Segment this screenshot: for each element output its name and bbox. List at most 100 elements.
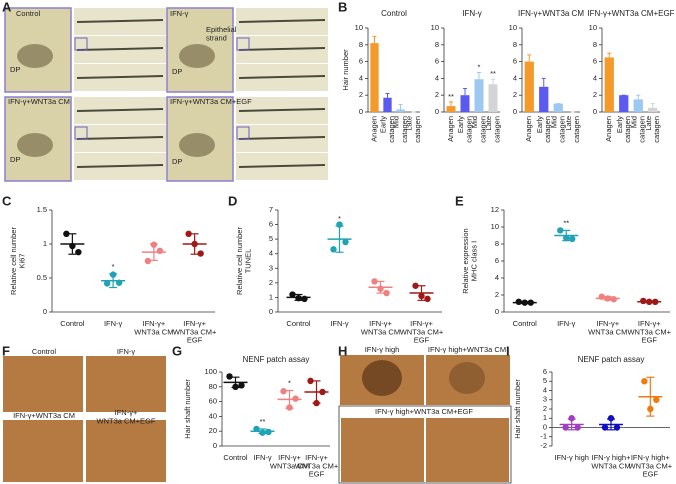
x-tick-label: Earlycatagen [535,116,552,143]
y-tick-label: 6 [513,57,517,66]
y-tick-label: 8 [495,239,499,248]
chart-title: IFN-γ+WNT3a CM [518,9,584,18]
y-tick-label: 8 [513,40,517,49]
data-point [652,298,659,305]
data-point [292,395,299,402]
x-tick-label: Midcatagen [549,116,566,143]
x-tick-label: IFN-γ [557,319,576,328]
micrograph [3,356,83,412]
micrograph [341,418,424,482]
bar [648,107,658,112]
panel-letter: F [2,343,10,358]
x-tick-label: Anagen [524,116,533,142]
y-tick-label: 8 [593,40,597,49]
y-tick-label: 0 [213,441,217,450]
hair-bulb [17,133,53,157]
y-tick-label: 2 [435,90,439,99]
panel-letter: E [455,193,464,208]
panel-letter: H [338,343,347,358]
y-tick-label: 6 [435,57,439,66]
significance: * [112,262,115,271]
inset-box [74,126,88,140]
x-tick-label: IFN-γ+ WNT3a CM [361,319,400,336]
data-point [286,404,293,411]
y-tick-label: 1 [543,413,547,422]
bar [396,109,405,112]
data-point [150,241,158,248]
x-tick-label: Anagen [446,116,455,142]
y-tick-label: 10 [431,23,439,32]
x-tick-label: IFN-γ+ WNT3a CM+ EGF [173,319,217,345]
x-tick-label: Midcatagen [470,116,487,143]
image-label: IFN-γ high+WNT3a CM [428,345,506,354]
data-point [604,295,611,302]
x-tick-label: IFN-γ [104,319,123,328]
y-tick-label: 0 [269,307,273,316]
image-label: IFN-γ+WNT3a CM+EGF [97,408,156,425]
data-point [307,377,314,385]
data-point [156,247,164,254]
data-point [295,294,302,302]
y-tick-label: 4 [543,385,547,394]
data-point [342,238,349,246]
hair-patch [449,362,485,394]
y-tick-label: 12 [491,205,499,214]
y-tick-label: 5 [543,376,547,385]
data-point [557,227,564,234]
x-tick-label: IFN-γ high+ WNT3a CM [591,453,631,470]
y-tick-label: 4 [435,73,439,82]
data-point [418,292,425,300]
y-tick-label: 8 [359,40,363,49]
micrograph [426,418,509,482]
y-tick-label: 1.5 [37,205,47,214]
image-label: IFN-γ [170,9,189,18]
hair-bulb [179,133,215,157]
y-tick-label: -1 [540,432,547,441]
chart-title: NENF patch assay [578,355,645,364]
inset-box [236,126,250,140]
y-tick-label: 1 [269,292,273,301]
hair-shaft [76,136,164,140]
image-label: IFN-γ [117,347,136,356]
panel-letter: B [338,0,347,14]
y-tick-label: 6 [495,256,499,265]
y-tick-label: 4 [269,249,273,258]
y-tick-label: 20 [209,426,217,435]
x-tick-label: IFN-γ+ WNT3a CM+ EGF [400,319,444,345]
data-point [562,424,569,431]
image-label: IFN-γ high [365,345,400,354]
x-tick-label: IFN-γ+ WNT3a CM+ EGF [627,319,671,345]
y-tick-label: 5 [269,234,273,243]
y-tick-label: 80 [209,382,217,391]
image-label: IFN-γ+WNT3a CM [8,97,70,106]
bar [383,97,392,112]
y-tick-label: 6 [359,57,363,66]
data-point [653,396,660,403]
hair-shaft [238,164,326,168]
data-point [232,383,239,390]
data-point [289,291,296,298]
chart-title: IFN-γ+WNT3a CM+EGF [587,9,674,18]
micrograph [3,420,83,482]
y-tick-label: 0.5 [37,273,47,282]
chart-title: NENF patch assay [243,355,310,364]
x-tick-label: Earlycatagen [456,116,473,143]
y-tick-label: 4 [359,73,363,82]
data-point [574,424,581,431]
data-point [109,271,117,278]
image-label: Control [32,347,57,356]
x-tick-label: Control [286,319,311,328]
x-tick-label: Midcatagen [629,116,646,143]
y-tick-label: 10 [491,222,499,231]
y-tick-label: -2 [540,441,547,450]
bar [524,61,534,112]
inset-box [74,37,88,51]
data-point [613,424,621,431]
bar [474,79,484,112]
hair-shaft [76,19,164,23]
y-tick-label: 0 [513,107,517,116]
y-tick-label: 2 [513,90,517,99]
y-tick-label: 0 [43,307,47,316]
data-point [144,257,152,265]
data-point [280,388,287,395]
